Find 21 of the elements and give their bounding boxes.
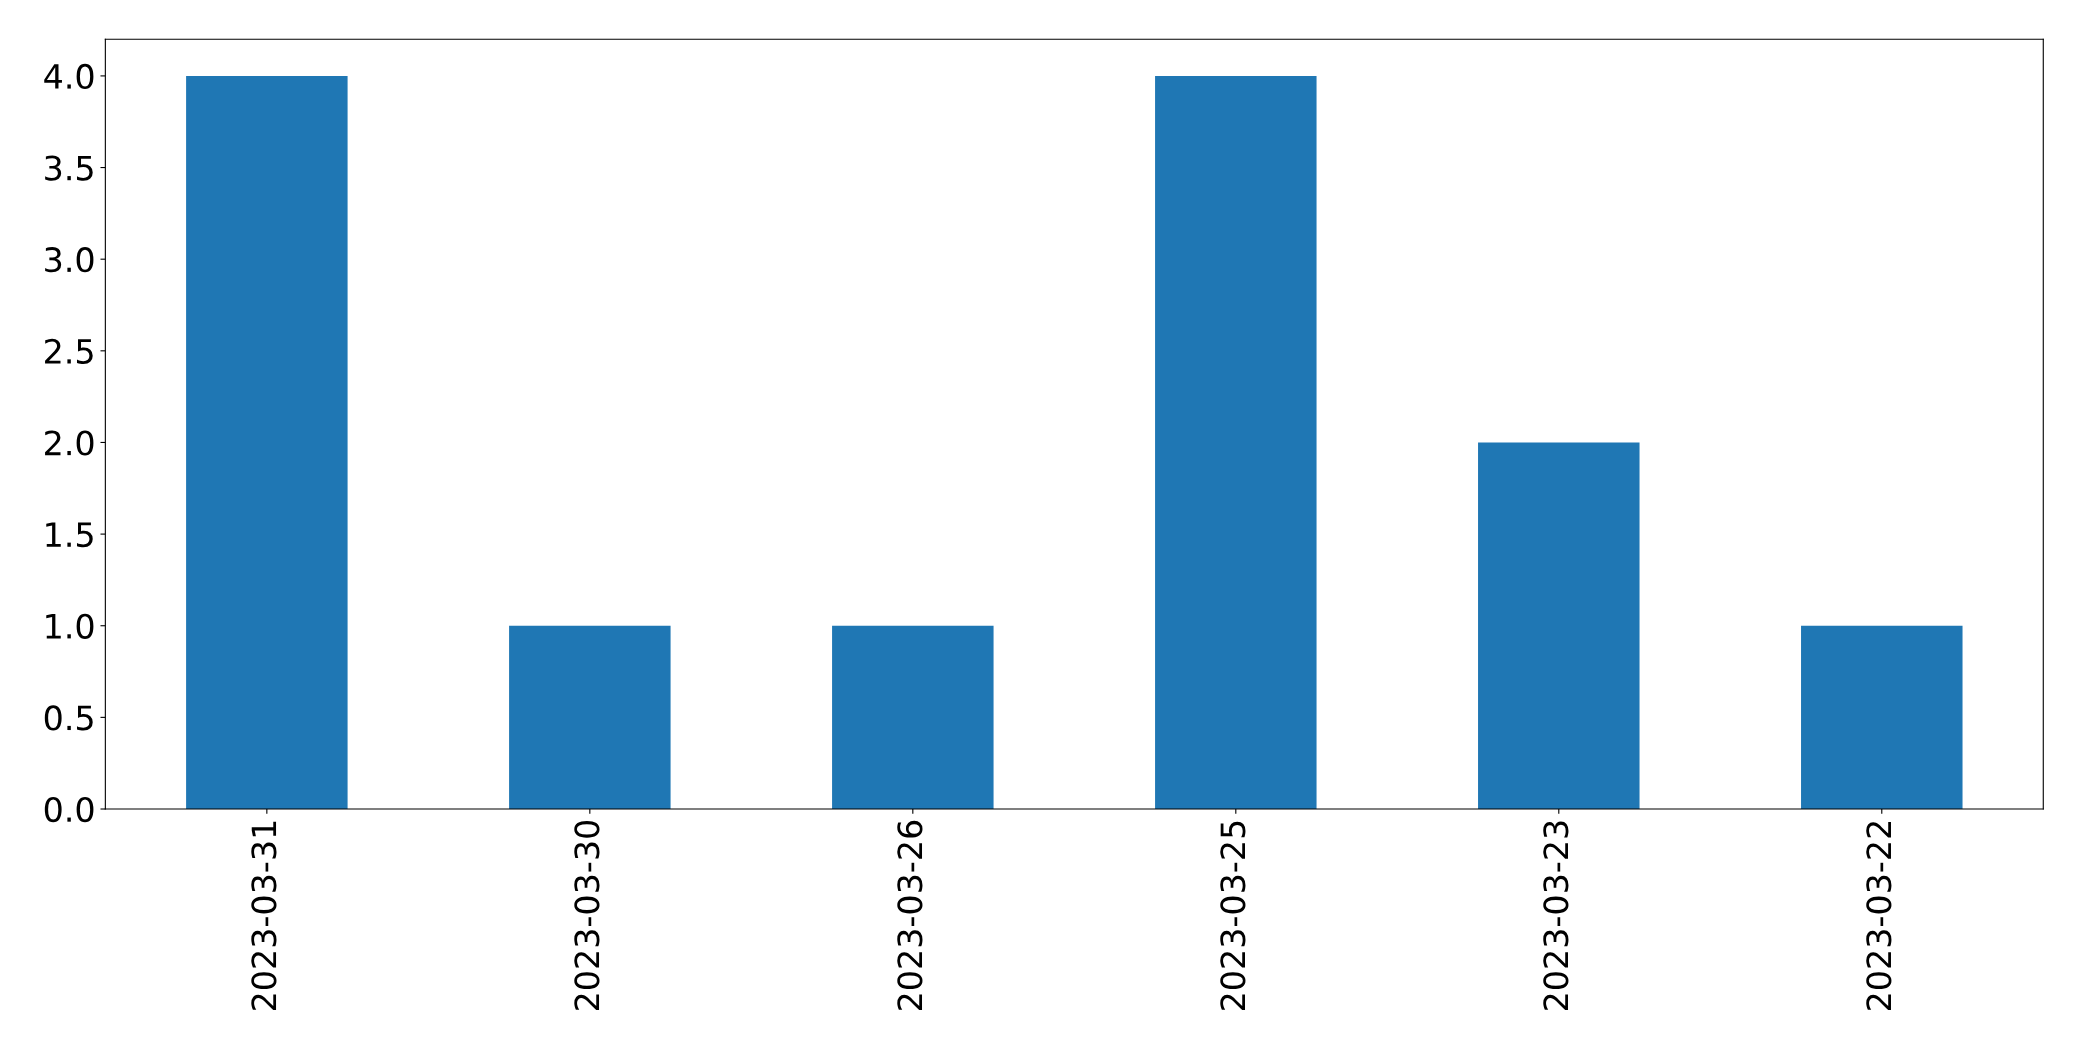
y-tick-label: 0.5 [44,705,93,731]
bar [186,75,348,810]
y-tick-label: 1.0 [46,613,94,639]
x-tick-label: 2023-03-23 [1543,821,1569,1011]
x-tick-label: 2023-03-30 [574,820,600,1011]
y-tick-label: 0.0 [44,796,94,823]
y-tick-label: 2.5 [45,338,93,364]
x-tick-label: 2023-03-26 [897,820,923,1011]
y-tick-label: 3.0 [45,247,94,273]
y-tick-label: 4.0 [44,63,94,90]
bar [1155,75,1317,810]
bar [1801,625,1963,810]
x-tick-label: 2023-03-31 [251,821,277,1011]
x-tick-label: 2023-03-25 [1220,821,1246,1011]
bar [509,625,671,810]
x-tick-label: 2023-03-22 [1866,822,1892,1011]
bar [832,625,994,810]
bar [1478,442,1640,810]
y-tick-label: 3.5 [45,155,93,181]
y-tick-label: 1.5 [46,522,93,548]
y-tick-label: 2.0 [45,430,94,456]
